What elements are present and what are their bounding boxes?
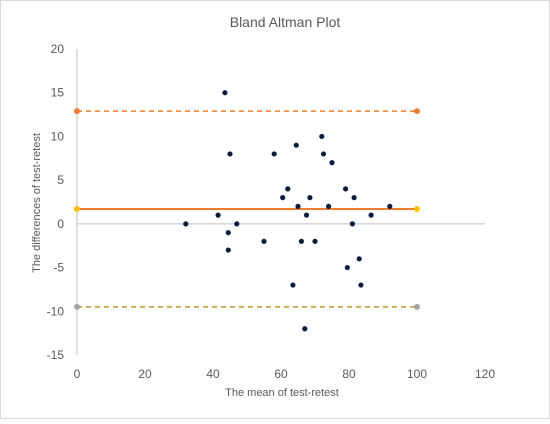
data-point [387, 203, 393, 209]
reference-lines [74, 108, 420, 310]
data-point [303, 212, 310, 218]
data-point [227, 151, 233, 157]
data-point [312, 238, 318, 244]
reference-line-end-marker [414, 303, 420, 310]
reference-line-start-marker [74, 205, 80, 212]
y-tick-label: -10 [47, 304, 65, 318]
y-tick-labels: -15 -10 -5 0 5 10 15 20 [47, 42, 65, 362]
y-axis-title: The differences of test-retest [31, 133, 43, 273]
data-point [349, 221, 355, 227]
y-tick-label: 20 [51, 42, 65, 56]
data-point [368, 212, 374, 218]
data-point [319, 133, 325, 140]
data-point [356, 256, 362, 262]
data-point [225, 247, 231, 253]
data-point [225, 230, 231, 236]
data-point [285, 186, 291, 192]
data-point [343, 186, 349, 192]
x-tick-label: 0 [74, 367, 81, 381]
data-point [222, 90, 228, 96]
reference-line-start-marker [74, 108, 80, 115]
data-point [326, 203, 332, 209]
data-point [183, 221, 189, 227]
data-point [280, 195, 286, 201]
data-point [358, 282, 364, 288]
x-tick-label: 20 [138, 367, 152, 381]
x-tick-label: 120 [475, 367, 495, 381]
y-tick-label: 0 [57, 217, 64, 231]
chart-title: Bland Altman Plot [230, 14, 341, 30]
x-tick-label: 80 [342, 367, 356, 381]
data-point [307, 195, 313, 201]
x-tick-label: 100 [407, 367, 427, 381]
data-point [234, 221, 240, 227]
data-point [293, 142, 299, 148]
data-point [351, 195, 357, 201]
x-tick-labels: 0 20 40 60 80 100 120 [74, 367, 496, 381]
reference-line-start-marker [74, 303, 80, 310]
data-point [215, 212, 221, 218]
x-tick-label: 40 [206, 367, 220, 381]
data-point [320, 151, 327, 157]
reference-line-end-marker [414, 205, 420, 212]
y-tick-label: -15 [47, 348, 65, 362]
y-tick-label: 10 [51, 129, 65, 143]
data-point [290, 282, 296, 288]
data-point [298, 238, 304, 244]
data-point [271, 151, 277, 157]
data-point [344, 264, 350, 271]
data-points [183, 90, 393, 332]
data-point [329, 160, 335, 166]
data-point [295, 203, 301, 209]
reference-line-end-marker [414, 108, 420, 115]
y-tick-label: 15 [51, 86, 65, 100]
y-tick-label: 5 [57, 173, 64, 187]
x-tick-label: 60 [274, 367, 288, 381]
data-point [302, 326, 308, 332]
data-point [261, 238, 267, 244]
y-tick-label: -5 [53, 261, 64, 275]
x-axis-title: The mean of test-retest [225, 387, 339, 399]
